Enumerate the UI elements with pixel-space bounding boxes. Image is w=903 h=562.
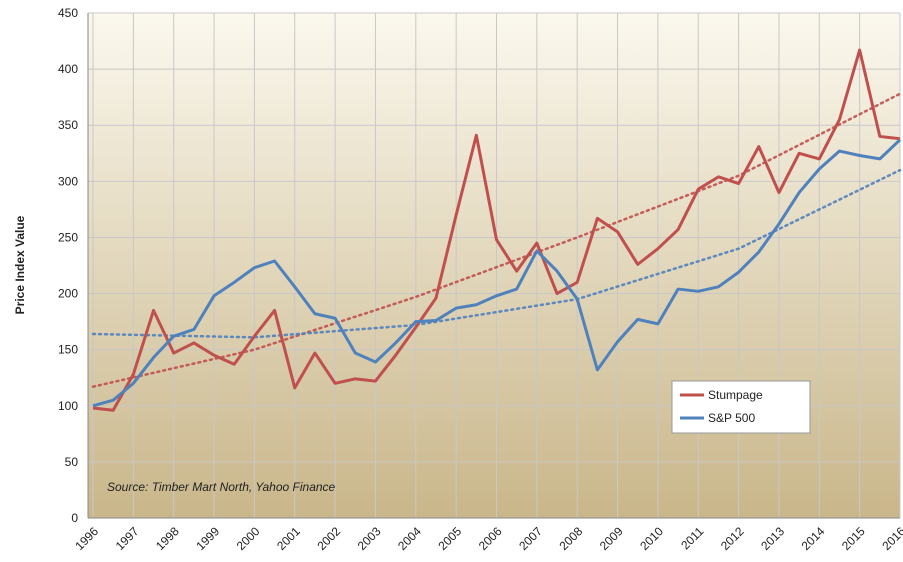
y-tick-label: 400 — [58, 62, 78, 76]
x-tick-label: 2011 — [678, 524, 706, 552]
x-tick-label: 2007 — [516, 524, 545, 553]
data-line — [92, 138, 902, 408]
x-tick-label: 2002 — [314, 524, 343, 553]
x-tick-label: 2010 — [637, 524, 666, 553]
y-tick-label: 100 — [58, 399, 78, 413]
x-tick-label: 2001 — [274, 524, 303, 553]
legend-label: S&P 500 — [708, 411, 755, 425]
x-tick-label: 2012 — [718, 524, 747, 553]
x-tick-label: 1997 — [113, 524, 142, 553]
y-tick-label: 200 — [58, 287, 78, 301]
y-tick-label: 450 — [58, 6, 78, 20]
y-tick-label: 50 — [65, 455, 79, 469]
x-tick-label: 1998 — [153, 524, 182, 553]
x-tick-label: 2004 — [395, 524, 424, 553]
y-tick-label: 300 — [58, 174, 78, 188]
y-tick-label: 0 — [71, 511, 78, 525]
legend-label: Stumpage — [708, 388, 763, 402]
x-tick-label: 2006 — [476, 524, 505, 553]
y-tick-label: 150 — [58, 343, 78, 357]
trendline — [91, 168, 902, 339]
x-tick-label: 2015 — [839, 524, 868, 553]
plot-area — [88, 13, 900, 518]
source-note: Source: Timber Mart North, Yahoo Finance — [107, 480, 336, 494]
x-tick-label: 2016 — [879, 524, 903, 553]
x-tick-label: 2014 — [799, 524, 828, 553]
x-tick-label: 2013 — [758, 524, 787, 553]
x-tick-label: 1999 — [193, 524, 222, 553]
x-tick-label: 2009 — [597, 524, 626, 553]
x-tick-label: 2003 — [355, 524, 384, 553]
x-tick-label: 1996 — [72, 524, 101, 553]
x-tick-label: 2005 — [435, 524, 464, 553]
y-tick-label: 350 — [58, 118, 78, 132]
data-line — [92, 48, 901, 412]
legend — [671, 380, 811, 434]
x-tick-label: 2008 — [557, 524, 586, 553]
y-axis-label: Price Index Value — [13, 215, 27, 314]
x-tick-label: 2000 — [234, 524, 263, 553]
y-tick-label: 250 — [58, 230, 78, 244]
